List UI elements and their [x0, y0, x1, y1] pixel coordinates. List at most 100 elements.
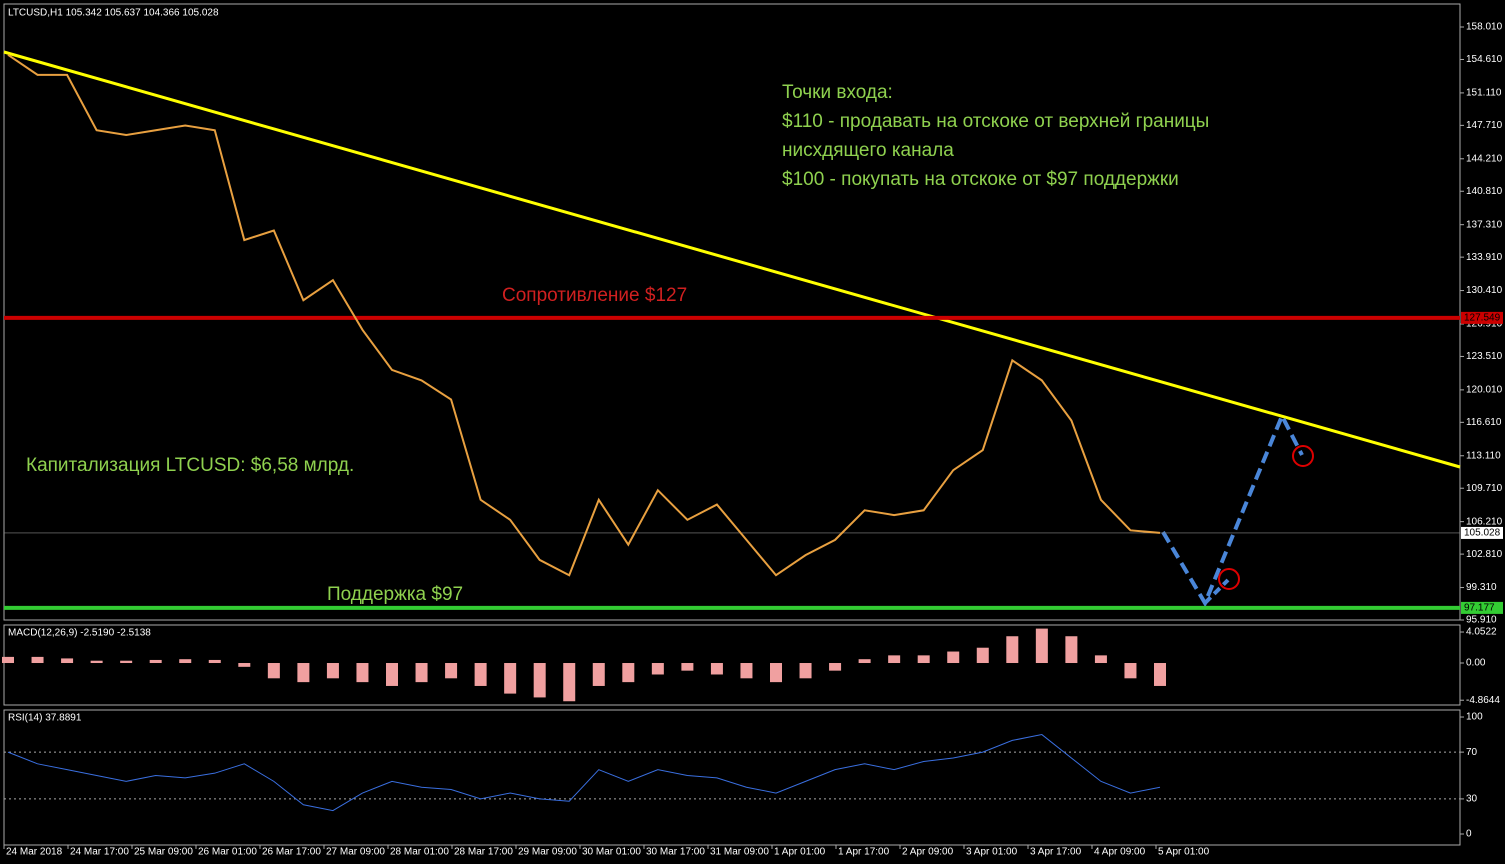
x-tick-label: 30 Mar 01:00 [582, 847, 641, 858]
x-tick-label: 4 Apr 09:00 [1094, 847, 1146, 858]
annotation: Капитализация LTCUSD: $6,58 млрд. [26, 455, 354, 476]
x-tick-label: 24 Mar 17:00 [70, 847, 129, 858]
y-tick-label: 144.210 [1466, 153, 1503, 164]
bar [267, 663, 280, 679]
bar [1154, 663, 1166, 686]
y-tick-label: 126.910 [1466, 319, 1503, 330]
y-tick-label: 4.0522 [1466, 627, 1497, 638]
y-tick-label: 158.010 [1466, 22, 1503, 33]
bar [770, 663, 782, 683]
bar [504, 663, 517, 694]
bar [888, 655, 901, 664]
x-tick-label: 28 Mar 01:00 [390, 847, 449, 858]
y-tick-label: 99.310 [1466, 582, 1497, 593]
price-label: 127.549 [1464, 313, 1501, 324]
bar [592, 663, 605, 686]
rsi-panel [3, 709, 1461, 846]
x-tick-label: 28 Mar 17:00 [454, 847, 513, 858]
rsi-title: RSI(14) 37.8891 [8, 713, 82, 724]
bar [1065, 636, 1078, 664]
bar [31, 656, 44, 664]
bar [976, 647, 989, 664]
bar [179, 659, 192, 664]
x-tick-label: 3 Apr 17:00 [1030, 847, 1082, 858]
x-tick-label: 24 Mar 2018 [6, 847, 63, 858]
bar [61, 658, 74, 664]
price-label-box [1461, 526, 1503, 539]
price-label-box [1461, 601, 1503, 614]
bar [858, 659, 871, 664]
chart-title: LTCUSD,H1 105.342 105.637 104.366 105.02… [8, 8, 219, 19]
bar [474, 663, 487, 686]
bar [740, 663, 753, 679]
y-tick-label: 95.910 [1466, 615, 1497, 626]
x-tick-label: 5 Apr 01:00 [1158, 847, 1210, 858]
annotation: Поддержка $97 [327, 584, 463, 605]
bar [326, 663, 339, 679]
x-tick-label: 29 Mar 09:00 [518, 847, 577, 858]
trend-line [3, 50, 1461, 469]
x-tick-label: 3 Apr 01:00 [966, 847, 1018, 858]
y-tick-label: 100 [1466, 712, 1483, 723]
bar [415, 663, 428, 683]
bar [947, 651, 960, 664]
x-tick-label: 2 Apr 09:00 [902, 847, 954, 858]
bar [1006, 636, 1019, 664]
annotation: Сопротивление $127 [502, 285, 687, 306]
x-tick-label: 26 Mar 17:00 [262, 847, 321, 858]
bar [356, 663, 369, 683]
bar [651, 663, 664, 675]
bar [149, 659, 162, 664]
y-tick-label: 147.710 [1466, 120, 1503, 131]
annotation: $100 - покупать на отскоке от $97 поддер… [782, 169, 1179, 190]
bar [710, 663, 723, 675]
y-tick-label: 70 [1466, 747, 1478, 758]
bar [829, 663, 842, 671]
series-line [7, 53, 1161, 577]
macd-panel [3, 624, 1461, 706]
x-tick-label: 1 Apr 01:00 [774, 847, 826, 858]
bar [1035, 628, 1048, 664]
y-tick-label: 140.810 [1466, 186, 1503, 197]
bar [90, 660, 103, 664]
series-line [7, 734, 1161, 812]
y-tick-label: 0 [1466, 829, 1472, 840]
y-tick-label: 116.610 [1466, 417, 1502, 428]
y-tick-label: 102.810 [1466, 549, 1503, 560]
x-tick-label: 26 Mar 01:00 [198, 847, 257, 858]
y-tick-label: 30 [1466, 794, 1478, 805]
bar [622, 663, 635, 683]
x-tick-label: 1 Apr 17:00 [838, 847, 890, 858]
bar [1094, 655, 1107, 664]
y-tick-label: 137.310 [1466, 219, 1503, 230]
price-label-box [1461, 311, 1503, 324]
y-tick-label: 151.110 [1466, 88, 1502, 99]
x-tick-label: 30 Mar 17:00 [646, 847, 705, 858]
y-tick-label: 109.710 [1466, 483, 1503, 494]
bar [208, 659, 221, 664]
y-tick-label: 133.910 [1466, 252, 1503, 263]
bar [799, 663, 812, 679]
x-tick-label: 27 Mar 09:00 [326, 847, 385, 858]
y-tick-label: 113.110 [1466, 450, 1501, 461]
annotation: нисхдящего канала [782, 140, 954, 161]
price-label: 97.177 [1464, 603, 1495, 614]
y-tick-label: 130.410 [1466, 285, 1503, 296]
bar [563, 663, 576, 702]
bar [238, 663, 251, 667]
x-tick-label: 31 Mar 09:00 [710, 847, 769, 858]
y-tick-label: 120.010 [1466, 385, 1503, 396]
forecast-path [1203, 578, 1230, 605]
target-circle [1292, 445, 1314, 467]
bar [533, 663, 546, 698]
y-tick-label: 106.210 [1466, 516, 1503, 527]
y-tick-label: 0.00 [1466, 658, 1486, 669]
annotation: Точки входа: [782, 82, 893, 103]
forecast-path [1161, 411, 1304, 608]
target-circle [1218, 568, 1240, 590]
bar [297, 663, 310, 683]
bar [1124, 663, 1137, 679]
bar [445, 663, 458, 679]
bar [917, 655, 930, 664]
